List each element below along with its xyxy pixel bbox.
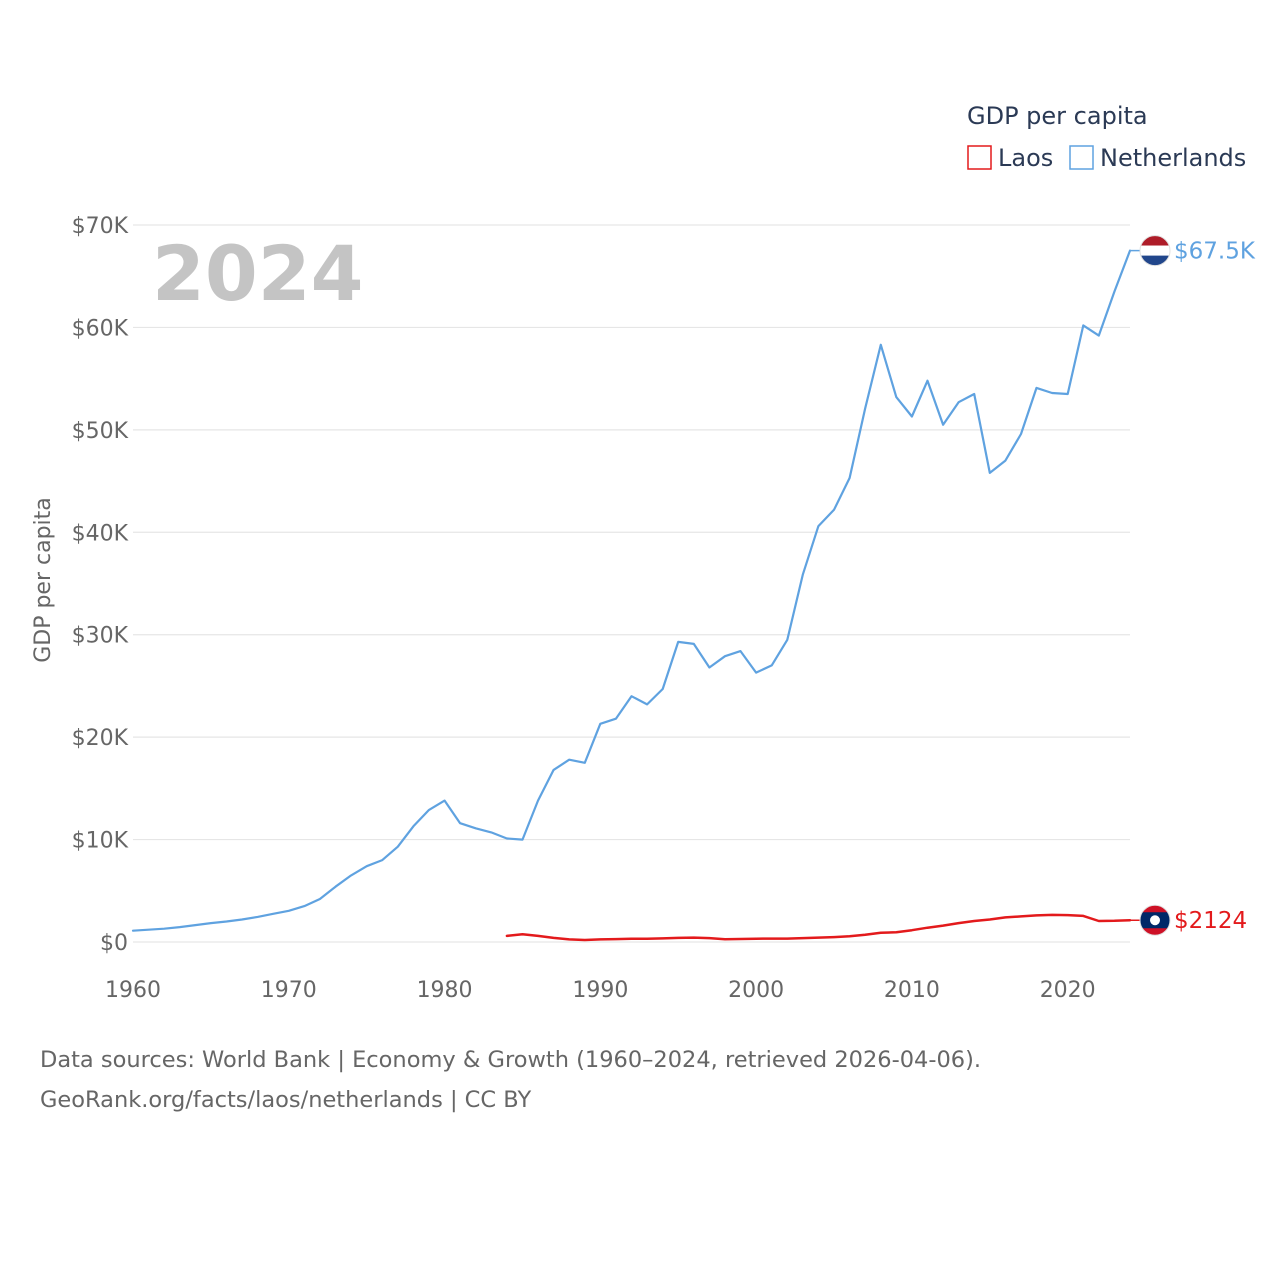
y-axis-title: GDP per capita <box>31 497 56 663</box>
y-axis: $0 $10K $20K $30K $40K $50K $60K $70K <box>72 214 129 956</box>
x-tick-label: 2010 <box>884 978 940 1003</box>
x-tick-label: 2000 <box>728 978 784 1003</box>
x-tick-label: 1960 <box>105 978 161 1003</box>
legend: GDP per capita Laos Netherlands <box>967 102 1246 172</box>
y-tick-label: $0 <box>100 931 128 956</box>
series-line-laos <box>505 913 1132 942</box>
x-tick-label: 1980 <box>417 978 473 1003</box>
laos-flag-icon <box>1139 904 1171 936</box>
y-tick-label: $50K <box>72 419 129 444</box>
y-tick-label: $40K <box>72 521 129 546</box>
source-url: GeoRank.org/facts/laos/netherlands | CC … <box>40 1087 532 1113</box>
x-tick-label: 1970 <box>261 978 317 1003</box>
netherlands-flag-icon <box>1139 235 1171 267</box>
x-tick-label: 2020 <box>1040 978 1096 1003</box>
data-source-note: Data sources: World Bank | Economy & Gro… <box>40 1047 982 1073</box>
footer: Data sources: World Bank | Economy & Gro… <box>40 1040 981 1120</box>
y-tick-label: $10K <box>72 829 129 854</box>
x-tick-label: 1990 <box>572 978 628 1003</box>
series-line-netherlands <box>131 249 1132 932</box>
legend-label-laos: Laos <box>998 144 1053 172</box>
y-tick-label: $20K <box>72 726 129 751</box>
end-value-label-netherlands: $67.5K <box>1174 239 1256 265</box>
x-axis: 1960 1970 1980 1990 2000 2010 2020 <box>105 978 1096 1003</box>
legend-swatch-netherlands <box>1069 145 1094 170</box>
series-lines <box>131 249 1132 942</box>
y-tick-label: $70K <box>72 214 129 239</box>
legend-label-netherlands: Netherlands <box>1100 144 1246 172</box>
y-tick-label: $30K <box>72 624 129 649</box>
end-markers: $2124 $67.5K <box>1130 235 1256 936</box>
y-tick-label: $60K <box>72 316 129 341</box>
grid-lines <box>133 224 1130 943</box>
current-year-label: 2024 <box>152 229 364 318</box>
end-value-label-laos: $2124 <box>1174 908 1247 934</box>
legend-swatch-laos <box>967 145 992 170</box>
legend-title: GDP per capita <box>967 102 1148 130</box>
